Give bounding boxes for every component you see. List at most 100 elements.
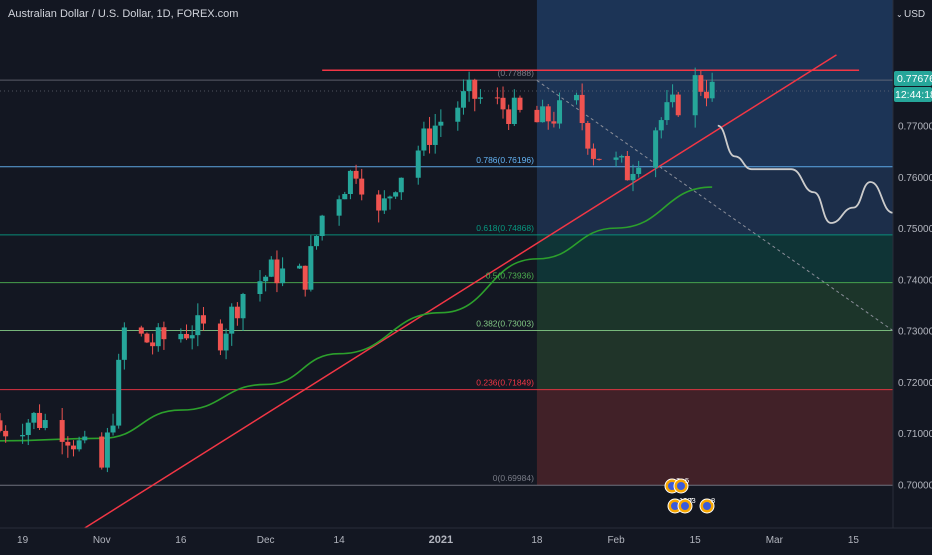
calendar-event-icon[interactable]: 5 (673, 476, 689, 494)
candle-down (234, 306, 240, 319)
candle-down (596, 158, 602, 160)
candle-up (381, 198, 387, 211)
candle-up (636, 167, 642, 174)
time-tick-label: Feb (607, 535, 625, 546)
candle-down (3, 430, 9, 437)
price-tick-label: 0.74000 (898, 275, 932, 286)
currency-selector[interactable]: USD ⌄ (896, 9, 925, 20)
flag-us-icon[interactable]: 8 (699, 496, 715, 514)
candle-down (534, 109, 540, 123)
candle-up (257, 281, 263, 295)
candle-up (178, 333, 184, 340)
candle-up (670, 94, 676, 103)
candle-up (709, 81, 715, 99)
projection-path (717, 124, 894, 224)
event-icon-inner (703, 502, 711, 510)
price-axis[interactable]: 0.780000.770000.760000.750000.740000.730… (898, 70, 932, 491)
fib-zones (536, 0, 893, 486)
time-tick-label: Dec (257, 535, 275, 546)
candle-up (460, 91, 466, 108)
chevron-down-icon[interactable]: ⌄ (896, 10, 903, 19)
fib-level-label: 0(0.69984) (493, 473, 534, 483)
projection-line (717, 124, 894, 224)
candle-up (110, 425, 116, 433)
candle-down (703, 91, 709, 99)
candle-up (438, 121, 444, 126)
candle-down (274, 259, 280, 284)
fib-level-label: 0.236(0.71849) (476, 378, 534, 388)
fib-zone (536, 80, 893, 167)
candle-up (455, 107, 461, 122)
candle-down (427, 128, 433, 145)
price-tick-label: 0.72000 (898, 378, 932, 389)
event-icon-inner (677, 482, 685, 490)
countdown-value: 12:44:18 (895, 89, 932, 101)
time-axis[interactable]: 19 Nov 16 Dec 14 2021 18 Feb 15 Mar 15 (17, 534, 859, 546)
dashed-retrace-line[interactable] (536, 80, 894, 332)
candle-down (138, 327, 144, 334)
candle-up (692, 75, 698, 116)
candle-up (31, 412, 37, 423)
fib-zone (536, 166, 893, 235)
candle-down (506, 109, 512, 125)
calendar-event-icon[interactable]: 7 (677, 496, 693, 514)
time-tick-label: Mar (766, 535, 784, 546)
candle-down (144, 333, 150, 343)
fib-zone (536, 0, 893, 81)
fib-zone (536, 389, 893, 486)
event-icons: 35122378 (664, 476, 715, 514)
candle-down (302, 265, 308, 290)
candle-down (698, 75, 704, 92)
event-icon-inner (671, 502, 679, 510)
time-tick-label: 18 (531, 535, 543, 546)
last-price-tag: 0.77676 12:44:18 (894, 71, 932, 102)
fib-level-label: 0.382(0.73003) (476, 318, 534, 328)
time-tick-label: 14 (334, 535, 346, 546)
moving-average-line (0, 186, 713, 442)
event-count-label: 5 (685, 476, 689, 485)
candle-up (223, 333, 229, 351)
candle-down (0, 420, 3, 431)
candle-down (500, 97, 506, 110)
candle-down (65, 441, 71, 446)
candle-up (653, 130, 659, 168)
candle-up (195, 315, 201, 336)
candle-up (387, 196, 393, 199)
candle-down (675, 94, 681, 116)
symbol-title: Australian Dollar / U.S. Dollar, 1D, FOR… (8, 8, 238, 20)
price-tick-label: 0.77000 (898, 122, 932, 133)
candle-up (347, 170, 353, 195)
trend-line[interactable] (84, 54, 837, 529)
candle-down (161, 327, 167, 340)
price-tick-label: 0.71000 (898, 429, 932, 440)
candle-down (472, 79, 478, 99)
fib-level-label: 0.786(0.76196) (476, 155, 534, 165)
last-price-badge (894, 71, 932, 86)
candle-up (336, 199, 342, 216)
fib-zone (536, 282, 893, 331)
candle-down (585, 123, 591, 149)
candle-up (104, 432, 110, 468)
event-count-label: 7 (689, 496, 693, 505)
candle-down (517, 97, 523, 110)
candle-up (268, 259, 274, 277)
time-tick-label: 2021 (429, 534, 453, 546)
candle-up (319, 215, 325, 236)
event-icon-inner (681, 502, 689, 510)
currency-label[interactable]: USD (904, 9, 925, 20)
candle-up (613, 157, 619, 160)
candle-up (664, 102, 670, 121)
candle-down (494, 97, 500, 99)
candle-up (240, 294, 246, 319)
candle-down (184, 333, 190, 339)
candle-up (466, 79, 472, 92)
candle-up (477, 97, 483, 99)
fib-lines (0, 79, 893, 486)
candle-up (263, 276, 269, 282)
last-price-value: 0.77676 (897, 73, 932, 85)
time-tick-label: 19 (17, 535, 29, 546)
candle-up (189, 335, 195, 339)
fib-level-label: 0.5(0.73936) (486, 271, 534, 281)
